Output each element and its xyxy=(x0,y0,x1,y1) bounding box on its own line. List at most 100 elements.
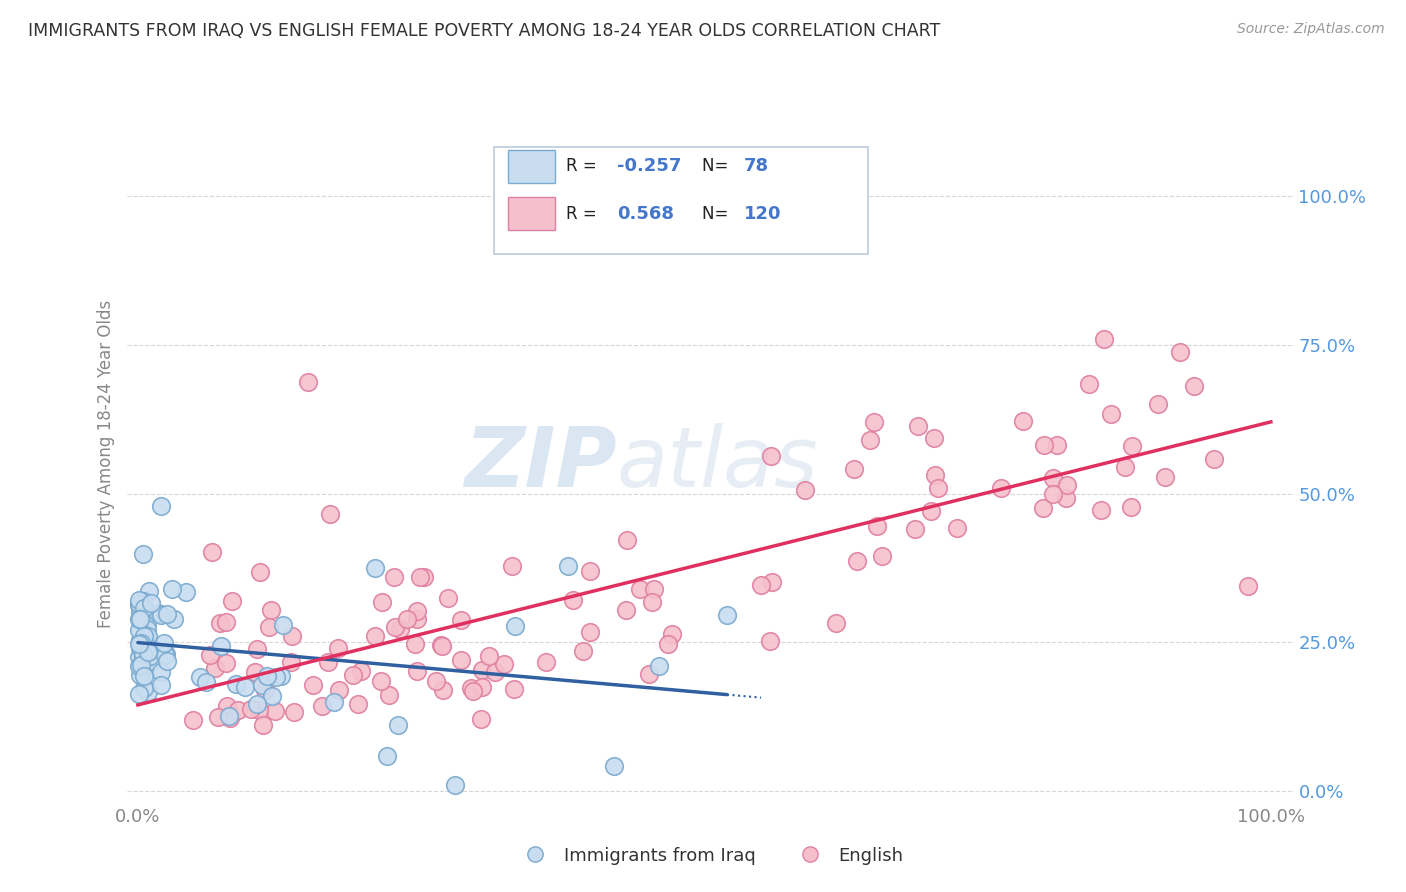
Point xyxy=(845,554,868,568)
Point xyxy=(131,663,153,677)
Point xyxy=(129,632,152,647)
Point xyxy=(1121,500,1143,514)
Point xyxy=(270,669,292,683)
Point xyxy=(128,637,150,651)
Point xyxy=(128,668,150,682)
Point xyxy=(470,712,492,726)
Point xyxy=(297,376,319,390)
Point xyxy=(484,665,506,679)
Point xyxy=(156,607,179,621)
Point xyxy=(904,522,927,536)
Point xyxy=(384,620,406,634)
Point xyxy=(350,664,373,678)
Point xyxy=(866,519,889,533)
Point xyxy=(146,607,169,621)
Point xyxy=(425,674,447,689)
Point xyxy=(155,647,177,661)
Point xyxy=(450,653,472,667)
Text: atlas: atlas xyxy=(617,424,818,504)
Point xyxy=(233,680,256,694)
Text: -0.257: -0.257 xyxy=(617,157,681,175)
Point xyxy=(716,608,738,623)
Point xyxy=(572,644,595,658)
Point xyxy=(990,481,1012,495)
Point xyxy=(1054,491,1077,505)
Point xyxy=(920,504,942,518)
Point xyxy=(444,778,467,792)
Point xyxy=(218,708,240,723)
Point xyxy=(1114,460,1136,475)
Point xyxy=(471,663,494,677)
Point xyxy=(1056,478,1078,492)
Point xyxy=(501,558,523,573)
Point xyxy=(257,620,280,634)
Point xyxy=(450,613,472,627)
Point xyxy=(129,612,152,626)
Point xyxy=(749,578,772,592)
Point xyxy=(198,648,221,662)
Point xyxy=(1033,438,1056,452)
Point xyxy=(221,594,243,608)
Point xyxy=(129,606,152,620)
Point xyxy=(614,603,637,617)
Point xyxy=(129,658,152,673)
Point xyxy=(463,684,485,698)
Point xyxy=(389,622,412,636)
Point xyxy=(260,603,283,617)
Point xyxy=(136,645,159,659)
Point xyxy=(430,639,453,653)
Point xyxy=(643,582,665,597)
Point xyxy=(1168,344,1191,359)
Point xyxy=(128,624,150,638)
Point xyxy=(429,638,451,652)
Point xyxy=(263,704,285,718)
Point xyxy=(661,627,683,641)
Point xyxy=(136,639,159,653)
Point xyxy=(302,678,325,692)
Point xyxy=(924,467,946,482)
Point xyxy=(1237,579,1260,593)
Point xyxy=(134,636,156,650)
Point xyxy=(907,419,929,434)
Point xyxy=(132,547,155,561)
Point xyxy=(183,713,205,727)
Point xyxy=(135,622,157,636)
Legend: Immigrants from Iraq, English: Immigrants from Iraq, English xyxy=(509,839,911,871)
Text: Source: ZipAtlas.com: Source: ZipAtlas.com xyxy=(1237,22,1385,37)
Point xyxy=(246,641,269,656)
Point xyxy=(243,665,266,680)
Point xyxy=(132,647,155,661)
Point xyxy=(160,582,183,596)
Point xyxy=(1092,332,1115,346)
Point xyxy=(640,595,662,609)
Point xyxy=(271,618,294,632)
Point xyxy=(382,570,405,584)
Point xyxy=(494,657,516,671)
Point xyxy=(149,607,172,622)
Point xyxy=(1154,469,1177,483)
Point xyxy=(219,711,242,725)
Point xyxy=(152,636,174,650)
Point xyxy=(503,618,526,632)
Point xyxy=(253,683,276,698)
Point xyxy=(534,655,557,669)
Point xyxy=(132,668,155,682)
Point xyxy=(561,593,583,607)
Point xyxy=(132,681,155,695)
Point xyxy=(311,699,333,714)
Point xyxy=(859,434,882,448)
Point xyxy=(132,650,155,665)
Point xyxy=(404,637,426,651)
Point xyxy=(131,593,153,607)
Point xyxy=(208,615,231,630)
FancyBboxPatch shape xyxy=(494,146,868,253)
Point xyxy=(141,654,163,668)
Text: N=: N= xyxy=(702,157,734,175)
Point xyxy=(371,595,394,609)
Point xyxy=(460,681,482,696)
Point xyxy=(141,596,163,610)
Point xyxy=(139,649,162,664)
Point xyxy=(1121,439,1143,453)
Text: 120: 120 xyxy=(744,204,782,223)
Point xyxy=(156,653,179,667)
